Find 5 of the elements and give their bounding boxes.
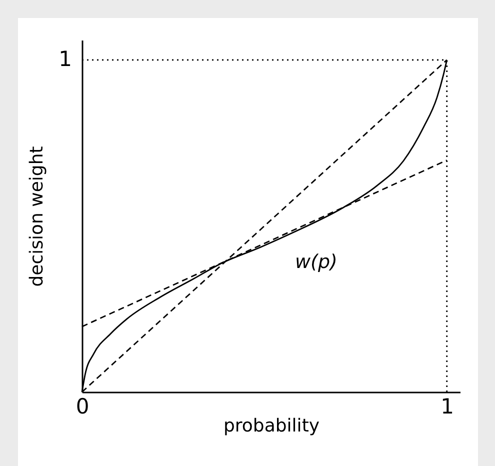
y-axis-title: decision weight	[26, 146, 48, 287]
x-tick-label: 0	[76, 394, 90, 418]
text: 1	[58, 46, 72, 71]
x-axis-title: probability	[223, 416, 320, 436]
annotation: w(p)	[295, 251, 338, 273]
